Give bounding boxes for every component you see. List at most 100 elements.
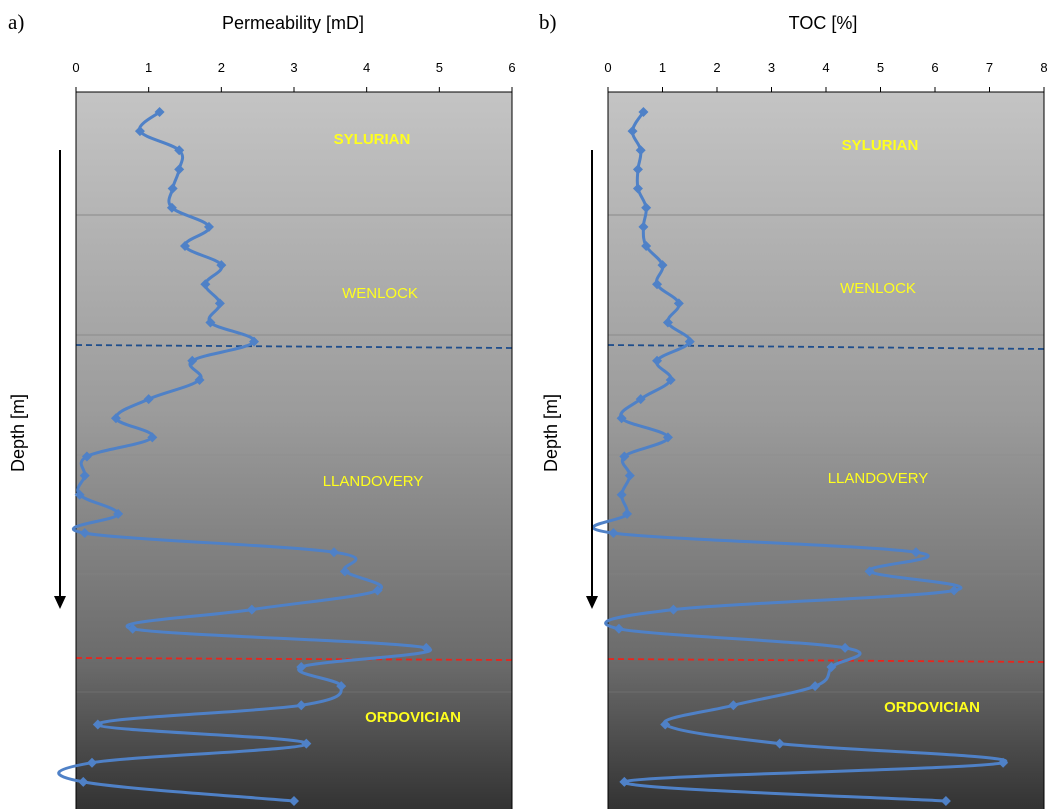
panel-a-zone-labels: SYLURIAN WENLOCK LLANDOVERY ORDOVICIAN xyxy=(323,131,461,726)
panel-a-data-point xyxy=(421,642,432,653)
zone-label-ordovician: ORDOVICIAN xyxy=(365,709,461,726)
panel-b-tick-label: 1 xyxy=(659,60,666,75)
panel-a-data-point xyxy=(216,260,227,271)
panel-b-data-point xyxy=(662,317,673,328)
panel-a-tick-label: 0 xyxy=(72,60,79,75)
panel-a-data-point xyxy=(79,470,90,481)
panel-b-zone-labels: SYLURIAN WENLOCK LLANDOVERY ORDOVICIAN xyxy=(828,137,980,716)
panel-a-data-point xyxy=(127,623,138,634)
panel-a-data-point xyxy=(301,738,312,749)
panel-b-data-point xyxy=(949,585,960,596)
panel-a-data-point xyxy=(113,508,124,519)
panel-b-data-point xyxy=(652,355,663,366)
zone-label-llandovery: LLANDOVERY xyxy=(323,473,424,490)
panel-a-data-point xyxy=(214,298,225,309)
panel-a-data-point xyxy=(92,719,103,730)
panel-b-data-point xyxy=(668,604,679,615)
panel-b-data-point xyxy=(608,528,619,539)
panel-b-tick-label: 3 xyxy=(768,60,775,75)
panel-b-tick-label: 4 xyxy=(822,60,829,75)
panel-b-data-point xyxy=(810,681,821,692)
panel-a-data-point xyxy=(81,451,92,462)
panel-b-data-point xyxy=(774,738,785,749)
panel-a-data-point xyxy=(246,604,257,615)
panel-b-data-point xyxy=(665,374,676,385)
panel-a-data-point xyxy=(200,279,211,290)
panel-a-tick-label: 3 xyxy=(290,60,297,75)
panel-a-series-line xyxy=(57,110,432,803)
panel-a-data-point xyxy=(180,240,190,251)
panel-b-tick-label: 7 xyxy=(986,60,993,75)
panel-b-letter: b) xyxy=(539,10,557,34)
panel-a-data-point xyxy=(110,413,121,424)
zone-label-llandovery: LLANDOVERY xyxy=(828,470,929,487)
panel-b-series xyxy=(591,107,1009,806)
panel-b-data-point xyxy=(657,260,668,271)
panel-b-toc: b) TOC [%] 0 1 2 3 4 5 6 7 8 SYLURIAN WENLOCK LL… xyxy=(539,10,1048,809)
panel-a-data-point xyxy=(203,221,214,232)
panel-a-data-point xyxy=(78,776,89,787)
panel-b-data-point xyxy=(652,279,663,290)
panel-a-data-point xyxy=(154,107,165,117)
panel-b-data-point xyxy=(662,432,673,443)
panel-b-data-point xyxy=(635,145,646,156)
panel-b-data-point xyxy=(641,202,652,213)
panel-b-data-point xyxy=(635,394,646,405)
panel-a-ticks: 0 1 2 3 4 5 6 xyxy=(72,60,516,92)
panel-b-data-point xyxy=(616,489,627,500)
panel-a-blue-dashed-boundary xyxy=(75,344,513,349)
zone-label-sylurian: SYLURIAN xyxy=(842,137,919,154)
panel-b-data-point xyxy=(613,623,624,634)
panel-a-series xyxy=(57,107,432,806)
panel-a-data-point xyxy=(296,700,307,711)
panel-b-red-dashed-boundary xyxy=(607,658,1045,663)
panel-b-plot-area xyxy=(608,92,1044,809)
panel-a-data-point xyxy=(147,432,158,443)
panel-a-tick-label: 1 xyxy=(145,60,152,75)
panel-b-blue-dashed-boundary xyxy=(607,344,1045,350)
panel-a-data-point xyxy=(187,355,198,366)
panel-b-y-axis-title: Depth [m] xyxy=(541,394,561,472)
panel-b-depth-indicator: Depth [m] xyxy=(541,150,598,609)
panel-a-data-point xyxy=(372,585,383,596)
panel-b-data-point xyxy=(622,508,633,519)
zone-label-sylurian: SYLURIAN xyxy=(334,131,411,148)
panel-a-data-point xyxy=(174,145,185,156)
panel-b-data-point xyxy=(619,451,630,462)
panel-b-data-point xyxy=(728,700,739,711)
panel-b-tick-label: 5 xyxy=(877,60,884,75)
panel-b-data-point xyxy=(660,719,671,730)
depth-arrow-icon xyxy=(586,596,598,609)
panel-a-permeability: a) Permeability [mD] 0 1 2 3 4 5 6 SYLURIAN WE… xyxy=(8,10,516,809)
panel-b-x-axis-title: TOC [%] xyxy=(789,13,858,33)
panel-b-data-point xyxy=(632,164,643,175)
panel-a-y-axis-title: Depth [m] xyxy=(8,394,28,472)
panel-b-data-point xyxy=(627,126,638,137)
panel-a-plot-area xyxy=(76,92,512,809)
panel-b-data-point xyxy=(632,183,643,194)
panel-b-data-point xyxy=(910,547,921,558)
panel-a-data-point xyxy=(167,183,178,194)
panel-b-data-point xyxy=(616,413,627,424)
panel-a-data-point xyxy=(143,394,154,405)
panel-a-data-point xyxy=(205,317,216,328)
panel-b-tick-label: 8 xyxy=(1040,60,1047,75)
panel-b-data-point xyxy=(840,642,851,653)
panel-a-x-axis-title: Permeability [mD] xyxy=(222,13,364,33)
panel-a-letter: a) xyxy=(8,10,24,34)
panel-a-data-point xyxy=(296,662,307,673)
depth-arrow-icon xyxy=(54,596,66,609)
panel-a-data-point xyxy=(289,796,299,806)
panel-a-tick-label: 6 xyxy=(508,60,515,75)
panel-b-data-point xyxy=(684,336,695,347)
panel-a-tick-label: 2 xyxy=(218,60,225,75)
panel-a-data-point xyxy=(194,374,205,385)
panel-a-data-point xyxy=(134,126,145,137)
panel-a-data-point xyxy=(328,547,339,558)
panel-b-tick-label: 0 xyxy=(604,60,611,75)
panel-a-data-point xyxy=(86,757,97,768)
panel-b-data-point xyxy=(624,470,635,481)
zone-label-ordovician: ORDOVICIAN xyxy=(884,699,980,716)
panel-a-tick-label: 5 xyxy=(436,60,443,75)
